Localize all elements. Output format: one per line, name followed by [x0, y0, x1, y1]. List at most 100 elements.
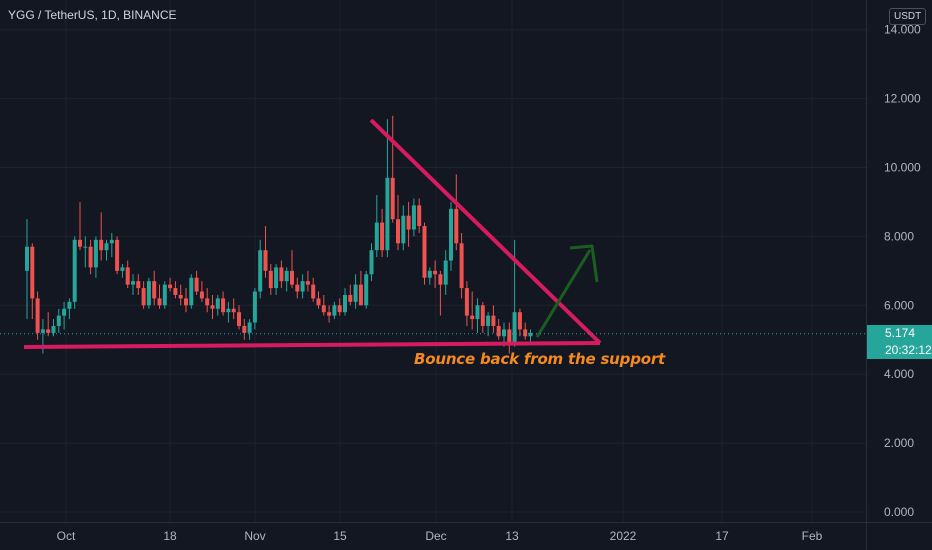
candle-body — [109, 239, 114, 244]
candle-body — [396, 219, 400, 244]
candle-body — [162, 284, 167, 306]
candlesticks — [25, 115, 533, 354]
candle-body — [433, 270, 438, 275]
candle-body — [374, 222, 379, 251]
candle-body — [348, 294, 353, 302]
candle-body — [475, 305, 480, 320]
candle-body — [152, 281, 157, 299]
candle-body — [131, 281, 135, 285]
y-tick-label: 2.000 — [884, 436, 914, 450]
candle-body — [449, 208, 453, 261]
candle-body — [295, 284, 300, 292]
candle-body — [115, 239, 120, 271]
candle-body — [523, 329, 528, 337]
candle-body — [88, 246, 93, 268]
candle-body — [300, 281, 305, 292]
candle-body — [62, 308, 67, 316]
candle-body — [189, 277, 194, 306]
symbol-title[interactable]: YGG / TetherUS, 1D, BINANCE — [8, 8, 177, 22]
price-axis[interactable]: 0.000 2.000 4.000 6.000 8.000 10.000 12.000 14.… — [884, 23, 921, 519]
bar-countdown: 20:32:12 — [867, 342, 932, 359]
candle-body — [491, 315, 496, 326]
bounce-arrowhead — [569, 244, 599, 283]
candle-body — [327, 312, 332, 316]
candle-body — [104, 243, 109, 251]
candle-body — [332, 305, 337, 316]
candle-body — [343, 294, 347, 313]
candle-body — [56, 315, 61, 326]
x-tick-label: Oct — [57, 529, 76, 543]
candle-body — [316, 298, 321, 306]
candle-body — [390, 177, 395, 220]
candle-body — [528, 332, 533, 337]
candle-body — [146, 281, 151, 306]
candle-body — [210, 305, 215, 309]
candle-body — [486, 315, 491, 326]
candle-body — [93, 239, 98, 268]
y-tick-label: 0.000 — [884, 505, 914, 519]
candle-body — [321, 305, 326, 313]
candle-body — [67, 301, 72, 309]
last-price-tag: 5.174 — [867, 325, 932, 342]
candle-body — [279, 267, 284, 282]
candle-body — [157, 298, 162, 306]
candle-body — [247, 322, 252, 333]
candle-body — [443, 260, 448, 285]
candle-body — [51, 325, 56, 333]
y-tick-label: 14.000 — [884, 23, 921, 37]
candle-body — [83, 246, 88, 248]
candle-body — [173, 288, 178, 295]
candle-body — [221, 298, 226, 313]
candle-body — [72, 239, 77, 302]
x-tick-label: 15 — [333, 529, 347, 543]
candle-body — [496, 325, 501, 337]
x-tick-label: 2022 — [610, 529, 637, 543]
candle-body — [99, 239, 104, 251]
candle-body — [258, 250, 263, 292]
x-tick-label: 18 — [163, 529, 177, 543]
candle-body — [226, 308, 231, 313]
candle-body — [502, 329, 506, 337]
candle-body — [30, 246, 35, 299]
candle-body — [242, 325, 247, 333]
candle-body — [237, 312, 241, 326]
x-tick-label: 17 — [715, 529, 729, 543]
candle-body — [305, 281, 310, 285]
candle-body — [470, 315, 475, 320]
candle-body — [507, 329, 512, 344]
resistance-line[interactable] — [369, 118, 602, 345]
candle-body — [480, 305, 485, 326]
candle-body — [311, 284, 316, 299]
x-tick-label: 13 — [505, 529, 519, 543]
candle-body — [274, 267, 279, 289]
candle-body — [263, 250, 268, 271]
candle-body — [406, 215, 411, 230]
candle-body — [136, 281, 141, 289]
candle-body — [252, 291, 257, 323]
candle-body — [454, 208, 459, 244]
support-line[interactable] — [23, 341, 601, 349]
candle-body — [464, 288, 469, 316]
candle-body — [337, 305, 342, 313]
grid-lines — [0, 0, 866, 522]
candle-body — [417, 205, 422, 227]
candle-body — [427, 270, 432, 278]
candle-body — [290, 270, 294, 285]
y-tick-label: 8.000 — [884, 229, 914, 243]
time-axis[interactable]: Oct 18 Nov 15 Dec 13 2022 17 Feb — [57, 529, 823, 543]
candle-body — [194, 277, 199, 292]
candle-body — [380, 222, 385, 251]
candle-body — [25, 246, 29, 271]
candle-body — [364, 274, 369, 306]
currency-badge[interactable]: USDT — [889, 8, 927, 25]
candle-body — [512, 312, 517, 344]
y-tick-label: 6.000 — [884, 298, 914, 312]
candle-body — [120, 267, 125, 271]
candle-body — [422, 226, 427, 278]
candle-body — [215, 298, 220, 309]
bounce-arrow[interactable] — [535, 249, 592, 338]
candle-body — [353, 284, 358, 302]
annotation-text[interactable]: Bounce back from the support — [414, 350, 666, 368]
